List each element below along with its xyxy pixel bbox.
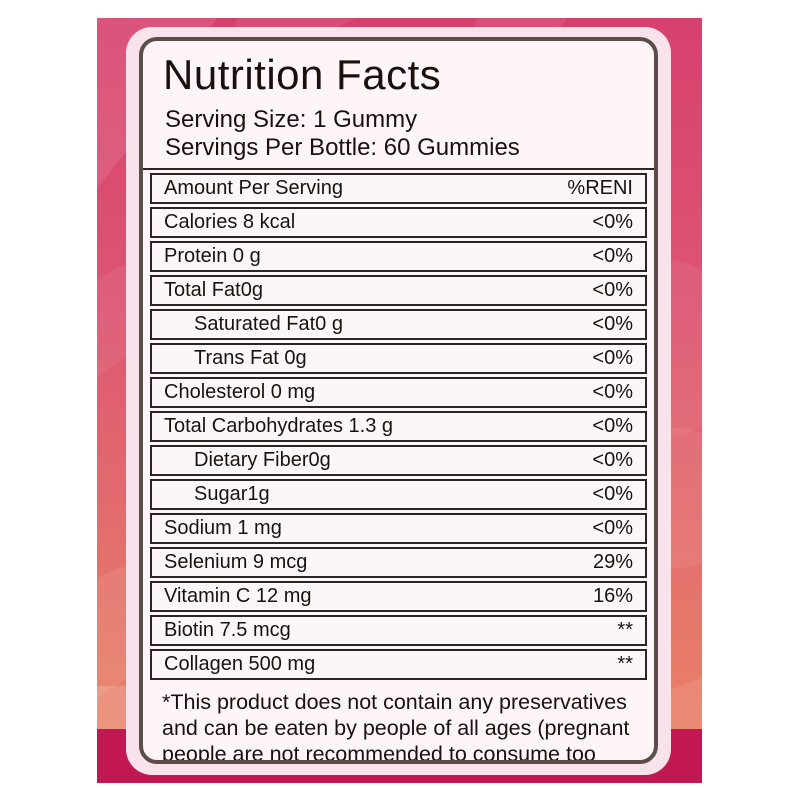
- table-row-total-carbohydrates: Total Carbohydrates 1.3 g <0%: [150, 411, 647, 442]
- footnote-text: *This product does not contain any prese…: [162, 690, 630, 764]
- nutrient-value: **: [617, 653, 633, 675]
- nutrient-name: Sodium 1 mg: [164, 517, 282, 539]
- table-row-protein: Protein 0 g <0%: [150, 241, 647, 272]
- nutrient-value: <0%: [592, 381, 633, 403]
- nutrient-name: Trans Fat 0g: [194, 347, 307, 369]
- nutrient-name: Sugar1g: [194, 483, 270, 505]
- table-row-biotin: Biotin 7.5 mcg **: [150, 615, 647, 646]
- table-row-vitamin-c: Vitamin C 12 mg 16%: [150, 581, 647, 612]
- table-row-collagen: Collagen 500 mg **: [150, 649, 647, 680]
- nutrient-value: 16%: [592, 585, 633, 607]
- nutrition-label-card: Nutrition Facts Serving Size: 1 Gummy Se…: [126, 27, 671, 775]
- table-row-dietary-fiber: Dietary Fiber0g <0%: [150, 445, 647, 476]
- nutrition-label-panel: Nutrition Facts Serving Size: 1 Gummy Se…: [139, 37, 658, 764]
- table-row-total-fat: Total Fat0g <0%: [150, 275, 647, 306]
- nutrient-name: Dietary Fiber0g: [194, 449, 331, 471]
- table-row-selenium: Selenium 9 mcg 29%: [150, 547, 647, 578]
- nutrient-value: <0%: [592, 483, 633, 505]
- nutrient-name: Total Fat0g: [164, 279, 263, 301]
- nutrient-name: Total Carbohydrates 1.3 g: [164, 415, 394, 437]
- table-row-saturated-fat: Saturated Fat0 g <0%: [150, 309, 647, 340]
- nutrient-value: <0%: [592, 313, 633, 335]
- table-row-sodium: Sodium 1 mg <0%: [150, 513, 647, 544]
- nutrient-name: Collagen 500 mg: [164, 653, 316, 675]
- nutrient-value: <0%: [592, 347, 633, 369]
- nutrient-name: Calories 8 kcal: [164, 211, 296, 233]
- servings-per-bottle-text: Servings Per Bottle: 60 Gummies: [165, 134, 520, 161]
- nutrient-name: Protein 0 g: [164, 245, 261, 267]
- nutrient-value: <0%: [592, 279, 633, 301]
- nutrient-value: <0%: [592, 211, 633, 233]
- nutrient-name: Biotin 7.5 mcg: [164, 619, 291, 641]
- serving-size-text: Serving Size: 1 Gummy: [165, 106, 418, 133]
- nutrient-value: <0%: [592, 517, 633, 539]
- nutrient-value: <0%: [592, 449, 633, 471]
- pink-gradient-background: Nutrition Facts Serving Size: 1 Gummy Se…: [97, 18, 702, 783]
- nutrient-name: Cholesterol 0 mg: [164, 381, 316, 403]
- table-row-cholesterol: Cholesterol 0 mg <0%: [150, 377, 647, 408]
- nutrient-name: Selenium 9 mcg: [164, 551, 308, 573]
- header-divider: [143, 168, 654, 170]
- column-header-left: Amount Per Serving: [164, 177, 343, 199]
- table-row-calories: Calories 8 kcal <0%: [150, 207, 647, 238]
- nutrient-name: Vitamin C 12 mg: [164, 585, 312, 607]
- nutrition-facts-title: Nutrition Facts: [163, 51, 442, 98]
- nutrient-name: Saturated Fat0 g: [194, 313, 343, 335]
- nutrient-value: <0%: [592, 245, 633, 267]
- nutrient-value: 29%: [592, 551, 633, 573]
- column-header-right: %RENI: [567, 177, 633, 199]
- column-header-row: Amount Per Serving %RENI: [150, 173, 647, 204]
- table-row-trans-fat: Trans Fat 0g <0%: [150, 343, 647, 374]
- nutrient-value: <0%: [592, 415, 633, 437]
- nutrient-value: **: [617, 619, 633, 641]
- table-row-sugar: Sugar1g <0%: [150, 479, 647, 510]
